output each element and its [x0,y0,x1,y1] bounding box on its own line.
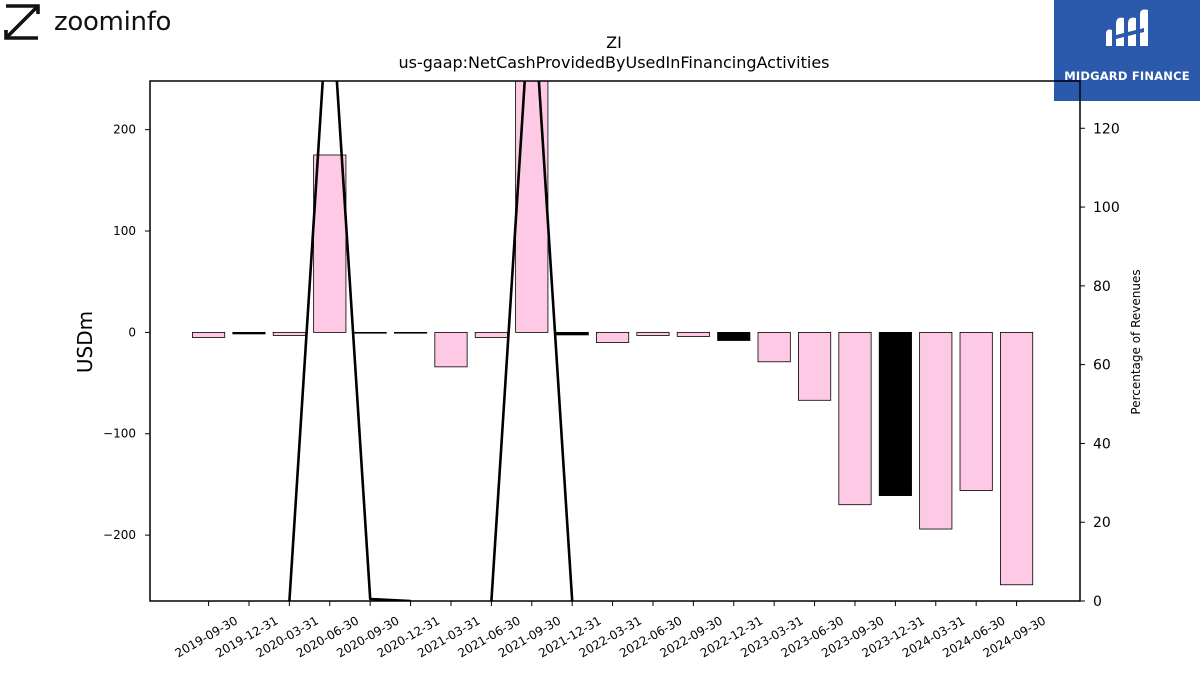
y-tick-label: 100 [113,224,136,238]
y-tick-label: 200 [113,123,136,137]
y-tick-label: 0 [128,325,136,339]
bar [757,331,791,363]
bar [394,331,428,334]
chart-title: ZI [606,33,622,52]
chart-subtitle: us-gaap:NetCashProvidedByUsedInFinancing… [398,53,829,72]
bar [313,154,347,333]
midgard-mark-icon [1106,9,1148,46]
zoominfo-icon [4,4,40,40]
zoominfo-logo: zoominfo [4,2,171,42]
revenue-pct-line [288,81,574,601]
bar [272,331,306,336]
bar [474,331,508,338]
bar [717,331,751,341]
bar [919,331,953,530]
bar [192,331,226,338]
y2-tick-label: 20 [1093,515,1111,531]
bar [676,331,710,337]
brand-name: zoominfo [54,7,172,37]
y2-tick-label: 100 [1093,200,1120,216]
y-axis-label: USDm [73,311,97,373]
y2-axis-label: Percentage of Revenues [1129,269,1143,414]
bar [798,331,832,401]
y-tick-label: −200 [103,528,136,542]
y2-tick-label: 120 [1093,121,1120,137]
bar [353,331,387,334]
bar [878,331,912,496]
y2-tick-label: 80 [1093,279,1111,295]
bar [838,331,872,506]
bar [555,331,589,336]
bar [232,331,266,335]
partner-name: MIDGARD FINANCE [1064,69,1190,83]
bar [636,331,670,336]
plot-frame [149,80,1081,602]
bar [515,81,549,333]
bar [596,331,630,343]
midgard-finance-logo: MIDGARD FINANCE [1054,0,1200,101]
y2-tick-label: 0 [1093,594,1102,610]
y2-tick-label: 60 [1093,358,1111,374]
bar [959,331,993,491]
bar [1000,331,1034,586]
bar [434,331,468,368]
y2-tick-label: 40 [1093,436,1111,452]
y-tick-label: −100 [103,427,136,441]
